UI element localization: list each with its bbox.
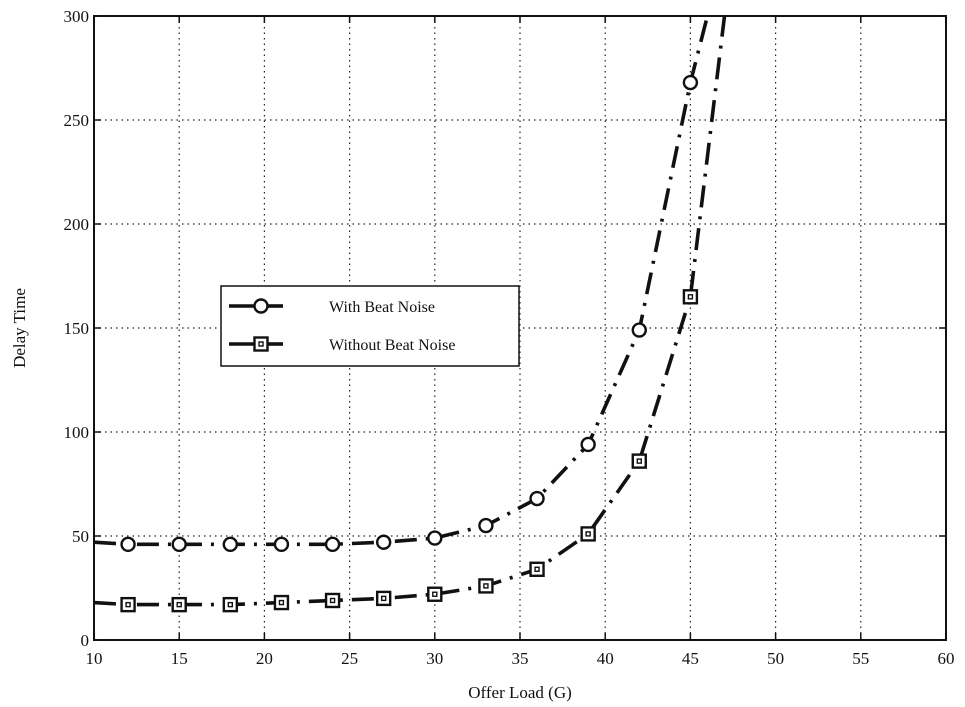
data-point <box>120 596 136 613</box>
y-tick-label: 150 <box>64 319 90 338</box>
data-point <box>478 578 494 594</box>
data-point <box>222 536 239 553</box>
data-point <box>324 536 341 553</box>
data-point <box>120 536 136 553</box>
data-point <box>529 561 545 577</box>
data-point <box>427 586 443 602</box>
legend-label-without-beat-noise: Without Beat Noise <box>329 337 455 354</box>
y-tick-label: 50 <box>72 527 89 546</box>
data-point <box>580 526 596 542</box>
data-point <box>324 592 341 609</box>
ticks: 10 15 20 25 30 35 40 45 50 55 60 0 50 100 150 200 250 300 <box>64 7 955 668</box>
data-point <box>171 596 187 613</box>
data-point-center <box>585 531 591 537</box>
data-point <box>631 453 647 469</box>
y-axis-label: Delay Time <box>10 288 29 368</box>
data-point-center <box>329 597 336 604</box>
data-point-center <box>125 601 131 608</box>
data-point <box>273 594 290 611</box>
series-line <box>94 15 710 547</box>
data-point <box>171 536 187 553</box>
series-layer <box>94 15 727 613</box>
data-point <box>478 517 494 534</box>
x-tick-label: 35 <box>512 649 529 668</box>
y-tick-label: 300 <box>64 7 90 26</box>
legend-marker <box>253 298 269 314</box>
grid <box>94 16 946 640</box>
y-tick-label: 250 <box>64 111 90 130</box>
legend-box <box>220 285 520 367</box>
y-tick-label: 0 <box>81 631 90 650</box>
x-tick-label: 50 <box>767 649 784 668</box>
x-tick-label: 30 <box>426 649 443 668</box>
data-point <box>529 490 545 507</box>
x-tick-label: 60 <box>938 649 955 668</box>
legend-sample-without-beat-noise <box>229 336 283 352</box>
data-point-center <box>483 583 489 589</box>
data-point-center <box>227 601 234 608</box>
data-point-center <box>432 591 438 597</box>
x-axis-label: Offer Load (G) <box>468 683 572 702</box>
series-0 <box>94 15 710 547</box>
legend: With Beat Noise Without Beat Noise <box>220 285 520 367</box>
legend-label-with-beat-noise: With Beat Noise <box>329 299 435 316</box>
data-point <box>580 436 596 453</box>
data-point <box>375 534 392 550</box>
y-tick-label: 100 <box>64 423 90 442</box>
series-line <box>94 15 727 607</box>
legend-sample-with-beat-noise <box>229 298 283 314</box>
x-tick-label: 25 <box>341 649 358 668</box>
x-tick-label: 10 <box>86 649 103 668</box>
data-point <box>427 530 443 546</box>
x-tick-label: 40 <box>597 649 614 668</box>
series-1 <box>94 15 727 607</box>
data-point-center <box>687 294 694 300</box>
legend-marker <box>253 336 269 352</box>
legend-marker-center <box>258 341 264 347</box>
x-tick-label: 45 <box>682 649 699 668</box>
data-point-center <box>636 458 642 464</box>
data-point <box>375 590 392 607</box>
data-point <box>682 74 699 91</box>
x-tick-label: 15 <box>171 649 188 668</box>
data-point-center <box>176 601 182 608</box>
data-point-center <box>380 595 387 602</box>
x-tick-label: 55 <box>852 649 869 668</box>
data-point-center <box>534 566 540 572</box>
data-point <box>682 289 699 305</box>
y-tick-label: 200 <box>64 215 90 234</box>
data-point <box>631 322 647 338</box>
data-point-center <box>278 599 285 606</box>
data-point <box>222 596 239 613</box>
x-tick-label: 20 <box>256 649 273 668</box>
data-point <box>273 536 290 553</box>
